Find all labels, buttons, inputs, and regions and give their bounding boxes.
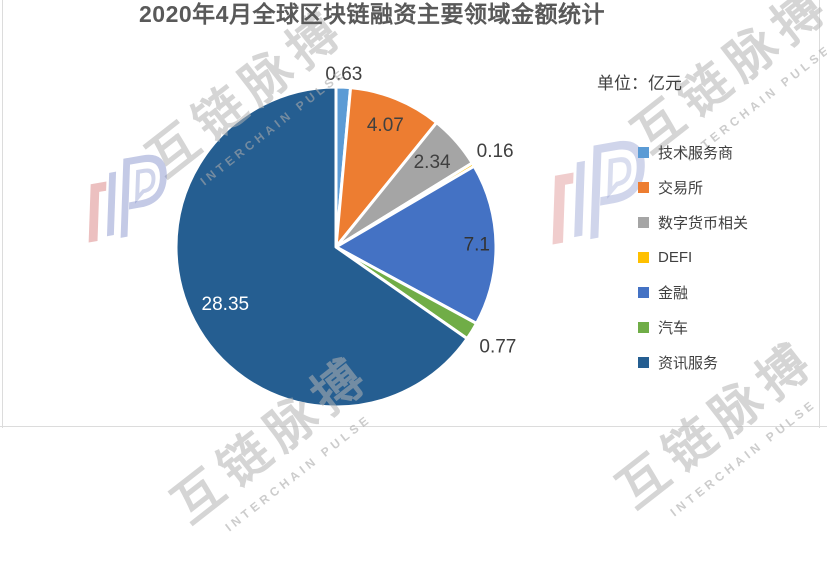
legend-label: 交易所 (658, 180, 704, 197)
legend-label: 数字货币相关 (658, 215, 749, 232)
legend-item: 技术服务商 (638, 135, 748, 170)
pie-slice-value-label: 0.16 (477, 141, 514, 162)
legend-label: 金融 (658, 285, 689, 302)
legend-item: DEFI (638, 240, 748, 275)
cell-border-left (2, 0, 3, 428)
pie-slice (334, 86, 439, 249)
unit-label: 单位：亿元 (597, 74, 682, 93)
cell-border-right (819, 0, 820, 428)
pie-slice-value-label: 4.07 (367, 115, 404, 136)
pie-slice (334, 164, 498, 325)
legend-swatch (638, 182, 649, 193)
chart-legend: 技术服务商交易所数字货币相关 DEFI 金融汽车资讯服务 (638, 135, 748, 380)
legend-item: 数字货币相关 (638, 205, 748, 240)
legend-label: 资讯服务 (658, 355, 719, 372)
legend-item: 交易所 (638, 170, 748, 205)
pie-slice-value-label: 0.63 (325, 64, 362, 85)
legend-label: DEFI (658, 249, 693, 266)
pie-slice-value-label: 2.34 (414, 152, 451, 173)
legend-swatch (638, 287, 649, 298)
legend-swatch (638, 217, 649, 228)
cell-border-bottom (0, 426, 827, 427)
chart-figure: { "title": "2020年4月全球区块链融资主要领域金额统计", "un… (0, 0, 827, 534)
pie-slice-value-label: 0.77 (479, 337, 516, 358)
legend-item: 资讯服务 (638, 345, 748, 380)
legend-swatch (638, 252, 649, 263)
legend-item: 金融 (638, 275, 748, 310)
legend-label: 技术服务商 (658, 145, 734, 162)
legend-swatch (638, 147, 649, 158)
legend-swatch (638, 322, 649, 333)
pie-slice-value-label: 7.1 (464, 234, 490, 255)
pie-slice (174, 85, 469, 409)
legend-label: 汽车 (658, 320, 689, 337)
legend-swatch (638, 357, 649, 368)
pie-chart: 0.63 4.07 2.34 0.16 7.1 0.77 28.35 (174, 64, 516, 409)
chart-title: 2020年4月全球区块链融资主要领域金额统计 (139, 1, 605, 27)
legend-item: 汽车 (638, 310, 748, 345)
pie-slice-value-label: 28.35 (202, 294, 250, 315)
